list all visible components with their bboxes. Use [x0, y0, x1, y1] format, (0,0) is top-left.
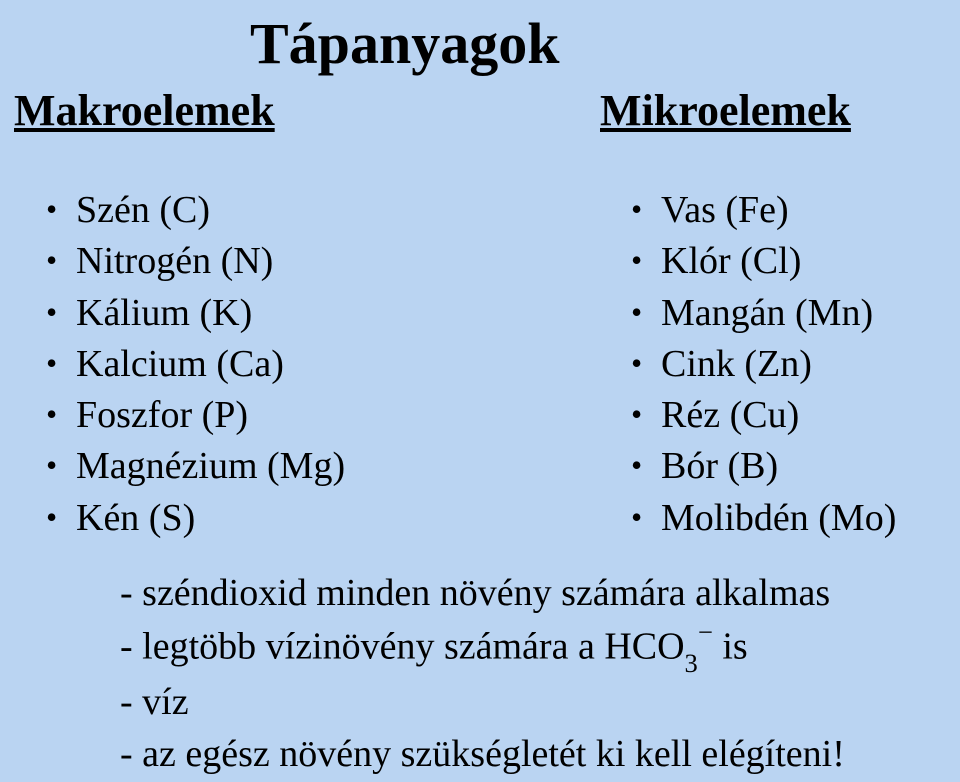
superscript: − [698, 617, 713, 647]
note-line: - az egész növény szükségletét ki kell e… [120, 729, 845, 780]
list-item: Molibdén (Mo) [625, 493, 896, 544]
list-item: Mangán (Mn) [625, 288, 896, 339]
list-item: Magnézium (Mg) [40, 441, 345, 492]
list-item: Nitrogén (N) [40, 236, 345, 287]
list-item: Foszfor (P) [40, 390, 345, 441]
note-text: is [713, 626, 748, 668]
list-item: Szén (C) [40, 185, 345, 236]
list-item: Kén (S) [40, 493, 345, 544]
note-line: - széndioxid minden növény számára alkal… [120, 568, 845, 619]
list-item: Réz (Cu) [625, 390, 896, 441]
note-line: - víz [120, 677, 845, 728]
subscript: 3 [685, 648, 698, 678]
note-text: - legtöbb vízinövény számára a HCO [120, 626, 685, 668]
list-item: Vas (Fe) [625, 185, 896, 236]
list-item: Klór (Cl) [625, 236, 896, 287]
notes-block: - széndioxid minden növény számára alkal… [120, 568, 845, 780]
list-item: Kálium (K) [40, 288, 345, 339]
list-item: Kalcium (Ca) [40, 339, 345, 390]
makro-list: Szén (C) Nitrogén (N) Kálium (K) Kalcium… [40, 185, 345, 544]
list-item: Cink (Zn) [625, 339, 896, 390]
mikro-list: Vas (Fe) Klór (Cl) Mangán (Mn) Cink (Zn)… [625, 185, 896, 544]
heading-makroelemek: Makroelemek [14, 85, 275, 136]
note-line-hco3: - legtöbb vízinövény számára a HCO3− is [120, 619, 845, 677]
slide-container: Tápanyagok Makroelemek Mikroelemek Szén … [0, 0, 960, 782]
list-item: Bór (B) [625, 441, 896, 492]
heading-mikroelemek: Mikroelemek [600, 85, 851, 136]
slide-title: Tápanyagok [250, 10, 559, 77]
